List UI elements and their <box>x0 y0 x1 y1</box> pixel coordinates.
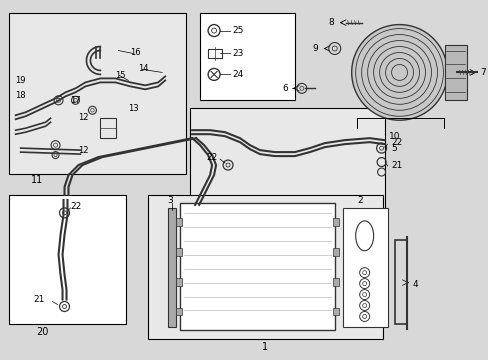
Text: 7: 7 <box>479 68 485 77</box>
Text: 6: 6 <box>282 84 287 93</box>
Text: 9: 9 <box>311 44 317 53</box>
FancyBboxPatch shape <box>176 248 182 256</box>
FancyBboxPatch shape <box>9 13 186 174</box>
FancyBboxPatch shape <box>332 278 338 285</box>
Text: 12: 12 <box>78 113 89 122</box>
Text: 16: 16 <box>130 48 141 57</box>
Text: 18: 18 <box>15 91 25 100</box>
Text: 10: 10 <box>388 132 400 141</box>
FancyBboxPatch shape <box>332 307 338 315</box>
FancyBboxPatch shape <box>342 208 387 328</box>
Text: 15: 15 <box>115 71 125 80</box>
Text: 19: 19 <box>15 76 25 85</box>
FancyBboxPatch shape <box>190 108 384 213</box>
FancyBboxPatch shape <box>168 208 176 328</box>
FancyBboxPatch shape <box>148 195 382 339</box>
FancyBboxPatch shape <box>180 203 334 330</box>
FancyBboxPatch shape <box>332 218 338 226</box>
Text: 21: 21 <box>391 161 402 170</box>
FancyBboxPatch shape <box>176 218 182 226</box>
FancyBboxPatch shape <box>176 278 182 285</box>
Text: 11: 11 <box>31 175 43 185</box>
Text: 25: 25 <box>232 26 243 35</box>
Text: 5: 5 <box>391 144 397 153</box>
FancyBboxPatch shape <box>176 307 182 315</box>
Text: 23: 23 <box>232 49 243 58</box>
Text: 20: 20 <box>37 327 49 337</box>
Text: 14: 14 <box>138 64 148 73</box>
Text: 8: 8 <box>327 18 333 27</box>
Text: 24: 24 <box>232 70 243 79</box>
Text: 22: 22 <box>70 202 81 211</box>
Text: 12: 12 <box>78 145 89 154</box>
Ellipse shape <box>351 24 447 120</box>
Text: 4: 4 <box>412 280 417 289</box>
Text: 3: 3 <box>167 197 173 206</box>
Text: 1: 1 <box>262 342 267 352</box>
Text: 22: 22 <box>206 153 218 162</box>
Text: 13: 13 <box>128 104 139 113</box>
FancyBboxPatch shape <box>445 45 467 100</box>
Text: 17: 17 <box>70 96 81 105</box>
FancyBboxPatch shape <box>9 195 126 324</box>
Text: 21: 21 <box>34 295 45 304</box>
FancyBboxPatch shape <box>200 13 294 100</box>
Text: 22: 22 <box>391 138 402 147</box>
FancyBboxPatch shape <box>332 248 338 256</box>
Text: 2: 2 <box>357 197 363 206</box>
